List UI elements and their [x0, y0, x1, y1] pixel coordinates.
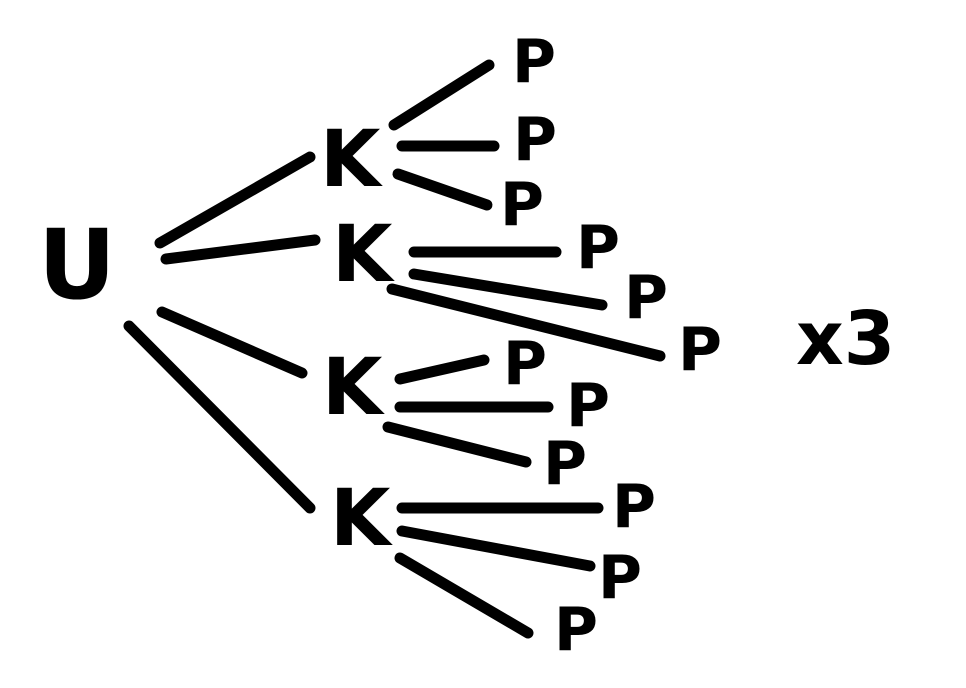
root-edges — [123, 151, 321, 514]
p-leaf-label: P — [513, 105, 557, 175]
edge-root-k3 — [156, 306, 308, 379]
p-leaf-label: P — [612, 472, 656, 542]
p-leaf-label: P — [503, 329, 547, 399]
k-node-label: K — [322, 343, 385, 433]
root-node-label: U — [38, 209, 116, 321]
edge-k1-p1 — [388, 59, 495, 131]
k4-edges — [394, 502, 604, 639]
p-leaf-label: P — [554, 595, 598, 665]
edge-k2-p3 — [386, 283, 666, 362]
edge-root-k2 — [160, 234, 321, 265]
p-leaf-label: P — [624, 263, 668, 333]
edge-k1-p3 — [392, 168, 493, 211]
k-node-label: K — [332, 210, 395, 300]
k1-edges — [388, 59, 500, 211]
edge-k2-p2 — [408, 268, 608, 311]
edge-k4-p2 — [396, 525, 596, 572]
edge-k3-p1 — [394, 354, 490, 385]
edge-root-k4 — [123, 320, 316, 514]
k3-edges — [382, 354, 554, 468]
p-leaf-label: P — [512, 27, 556, 97]
k-node-label: K — [330, 474, 393, 564]
k2-edges — [386, 246, 666, 362]
p-leaf-label: P — [500, 170, 544, 240]
k-node-label: K — [320, 115, 383, 205]
p-leaf-label: P — [543, 429, 587, 499]
p-leaf-label: P — [576, 213, 620, 283]
p-leaf-label: P — [598, 543, 642, 613]
p-leaf-label: P — [566, 371, 610, 441]
edge-k3-p3 — [382, 421, 532, 468]
edge-root-k1 — [154, 151, 316, 249]
multiplier-label: x3 — [796, 296, 895, 382]
edge-k4-p3 — [394, 552, 534, 639]
p-leaf-label: P — [678, 315, 722, 385]
